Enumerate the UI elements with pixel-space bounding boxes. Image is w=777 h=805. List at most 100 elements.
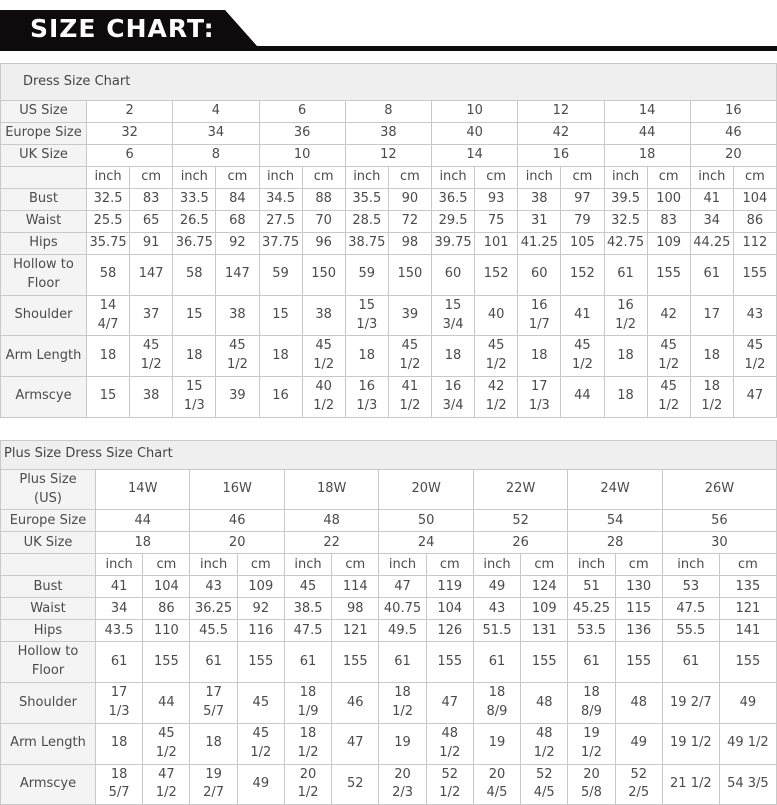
measurement-cell: 42 [646, 294, 691, 337]
size-value-cell: 14 [430, 144, 519, 167]
measurement-cell: 17 1/3 [517, 376, 562, 418]
size-value-cell: 48 [283, 509, 380, 533]
measurement-cell: 155 [718, 641, 777, 684]
plus-size-dress-chart-table: Plus Size Dress Size Chart Plus Size (US)… [0, 439, 777, 805]
row-label: UK Size [0, 531, 96, 555]
measurement-cell: 86 [142, 597, 191, 621]
size-value-cell: 26W [661, 468, 777, 511]
measurement-cell: 39.5 [603, 188, 648, 211]
measurement-cell: 28.5 [344, 210, 389, 233]
measurement-cell: 52 1/2 [425, 763, 474, 805]
measurement-cell: 38 [517, 188, 562, 211]
measurement-cell: 17 1/3 [94, 682, 144, 724]
measurement-cell: 45 1/2 [646, 376, 691, 418]
measurement-cell: 44.25 [689, 232, 734, 255]
measurement-cell: 43.5 [94, 619, 144, 643]
measurement-cell: 25.5 [85, 210, 131, 233]
measurement-cell: 18 1/2 [689, 376, 734, 418]
size-value-cell: 2 [85, 100, 174, 123]
measurement-cell: 18 [258, 335, 303, 378]
measurement-cell: 109 [520, 597, 569, 621]
measurement-cell: 130 [614, 575, 663, 599]
measurement-cell: 68 [215, 210, 260, 233]
size-value-cell: 24 [378, 531, 474, 555]
measurement-cell: 47 [378, 575, 427, 599]
size-value-cell: 54 [567, 509, 663, 533]
measurement-cell: 38.75 [344, 232, 389, 255]
measurement-cell: 45 1/2 [646, 335, 691, 378]
row-label-empty [0, 166, 87, 189]
unit-cell: cm [142, 553, 191, 577]
measurement-cell: 35.5 [344, 188, 389, 211]
measurement-cell: 155 [614, 641, 663, 684]
measurement-cell: 46 [331, 682, 380, 724]
measurement-cell: 18 [430, 335, 476, 378]
measurement-cell: 59 [344, 254, 389, 296]
size-value-cell: 16W [189, 468, 285, 511]
size-value-cell: 22W [472, 468, 569, 511]
size-value-cell: 26 [472, 531, 569, 555]
measurement-cell: 48 [520, 682, 569, 724]
size-value-cell: 30 [661, 531, 777, 555]
unit-cell: cm [560, 166, 605, 189]
measurement-cell: 43 [189, 575, 238, 599]
measurement-cell: 18 [689, 335, 734, 378]
measurement-cell: 15 1/3 [172, 376, 217, 418]
measurement-cell: 33.5 [172, 188, 217, 211]
measurement-cell: 41.25 [517, 232, 562, 255]
size-value-cell: 42 [517, 122, 605, 145]
measurement-cell: 47.5 [283, 619, 333, 643]
measurement-cell: 98 [387, 232, 433, 255]
measurement-cell: 18 [189, 722, 238, 765]
size-value-cell: 36 [258, 122, 346, 145]
unit-cell: inch [517, 166, 562, 189]
measurement-cell: 43 [732, 294, 777, 337]
measurement-cell: 110 [142, 619, 191, 643]
size-value-cell: 28 [567, 531, 663, 555]
measurement-cell: 79 [560, 210, 605, 233]
size-chart-banner: SIZE CHART: [0, 10, 777, 51]
measurement-cell: 38.5 [283, 597, 333, 621]
measurement-cell: 18 8/9 [567, 682, 616, 724]
measurement-cell: 19 1/2 [567, 722, 616, 765]
measurement-cell: 48 1/2 [425, 722, 474, 765]
size-value-cell: 46 [689, 122, 777, 145]
unit-cell: cm [732, 166, 777, 189]
measurement-cell: 104 [425, 597, 474, 621]
measurement-cell: 152 [560, 254, 605, 296]
measurement-cell: 65 [129, 210, 174, 233]
measurement-cell: 61 [283, 641, 333, 684]
unit-cell: inch [472, 553, 522, 577]
measurement-cell: 52 4/5 [520, 763, 569, 805]
row-label: Shoulder [0, 682, 96, 724]
size-row: US Size 2 4 6 8 10 12 14 16 [0, 100, 777, 123]
size-value-cell: 56 [661, 509, 777, 533]
measurement-row: Shoulder 14 4/7 37 15 38 15 38 15 1/3 39 15 3/4 40… [0, 294, 777, 337]
measurement-cell: 126 [425, 619, 474, 643]
measurement-cell: 15 1/3 [344, 294, 389, 337]
measurement-cell: 124 [520, 575, 569, 599]
size-value-cell: 38 [344, 122, 433, 145]
size-value-cell: 10 [258, 144, 346, 167]
measurement-cell: 42.75 [603, 232, 648, 255]
measurement-cell: 48 1/2 [520, 722, 569, 765]
row-label: Arm Length [0, 335, 87, 378]
measurement-cell: 155 [520, 641, 569, 684]
measurement-cell: 59 [258, 254, 303, 296]
measurement-cell: 97 [560, 188, 605, 211]
size-value-cell: 18 [94, 531, 191, 555]
measurement-cell: 39 [215, 376, 260, 418]
measurement-row: Hollow to Floor 58 147 58 147 59 150 59 150 60 152… [0, 254, 777, 296]
measurement-cell: 19 2/7 [661, 682, 720, 724]
size-value-cell: 20 [689, 144, 777, 167]
measurement-cell: 114 [331, 575, 380, 599]
unit-cell: inch [94, 553, 144, 577]
size-value-cell: 14 [603, 100, 691, 123]
measurement-cell: 16 1/3 [344, 376, 389, 418]
measurement-row: Armscye 18 5/7 47 1/2 19 2/7 49 20 1/2 52 20 2/… [0, 763, 777, 805]
size-value-cell: 20W [378, 468, 474, 511]
dress-size-chart-table: Dress Size Chart US Size 2 4 6 8 10 12 14 16 Europ… [0, 63, 777, 418]
measurement-cell: 20 5/8 [567, 763, 616, 805]
size-value-cell: 24W [567, 468, 663, 511]
measurement-cell: 26.5 [172, 210, 217, 233]
